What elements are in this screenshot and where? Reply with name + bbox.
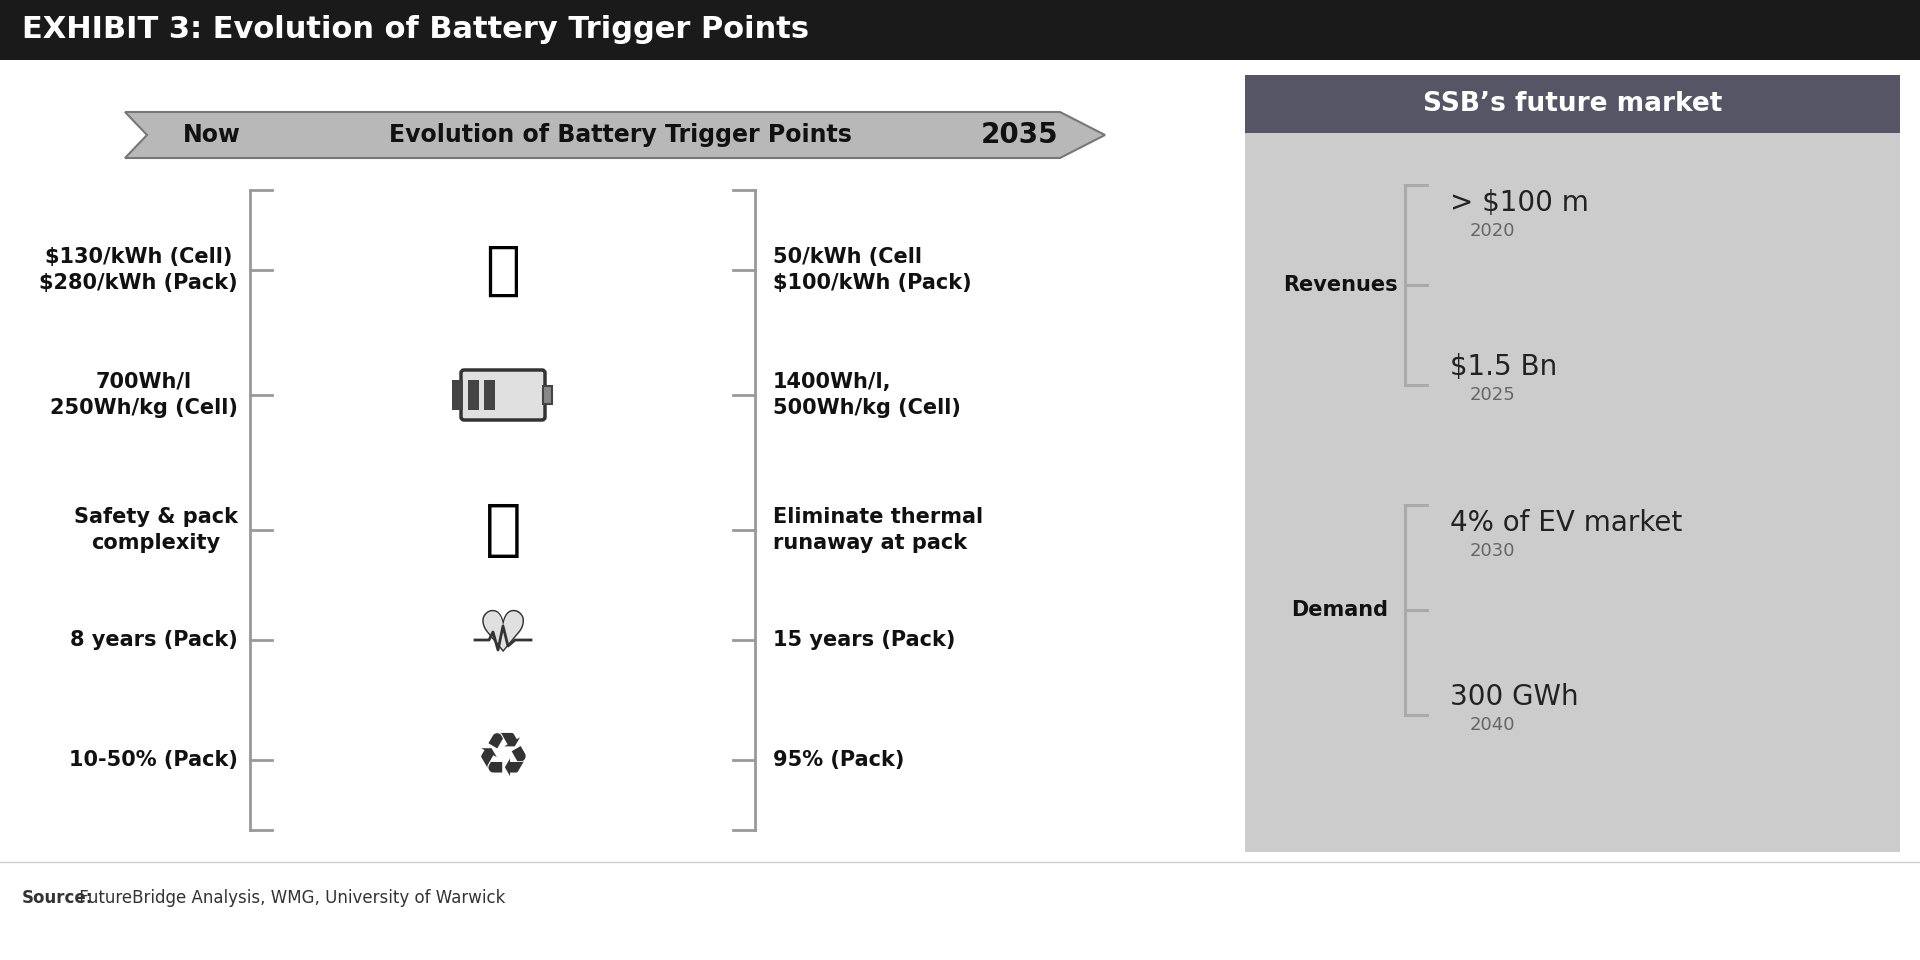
Text: 8 years (Pack): 8 years (Pack) [71, 630, 238, 650]
Bar [543, 386, 553, 404]
Bar [0, 0, 1920, 60]
Text: $130/kWh (Cell)
$280/kWh (Pack): $130/kWh (Cell) $280/kWh (Pack) [40, 247, 238, 293]
Text: 2025: 2025 [1471, 386, 1515, 404]
Bar [451, 380, 463, 410]
Text: Source:: Source: [21, 889, 94, 907]
Text: 4% of EV market: 4% of EV market [1450, 509, 1682, 537]
Text: 🔥: 🔥 [484, 500, 522, 560]
Bar [1244, 75, 1901, 133]
Text: 50/kWh (Cell
$100/kWh (Pack): 50/kWh (Cell $100/kWh (Pack) [774, 247, 972, 293]
Text: ♡: ♡ [476, 608, 530, 664]
Text: SSB’s future market: SSB’s future market [1423, 91, 1722, 117]
Text: 2035: 2035 [981, 121, 1058, 149]
Text: > $100 m: > $100 m [1450, 189, 1590, 217]
Text: 95% (Pack): 95% (Pack) [774, 750, 904, 770]
Text: 10-50% (Pack): 10-50% (Pack) [69, 750, 238, 770]
Text: FutureBridge Analysis, WMG, University of Warwick: FutureBridge Analysis, WMG, University o… [75, 889, 505, 907]
FancyBboxPatch shape [461, 370, 545, 420]
Text: Safety & pack
complexity: Safety & pack complexity [75, 507, 238, 553]
Text: Revenues: Revenues [1283, 275, 1398, 295]
Text: ♻: ♻ [476, 731, 530, 789]
Text: $1.5 Bn: $1.5 Bn [1450, 353, 1557, 381]
Text: 700Wh/l
250Wh/kg (Cell): 700Wh/l 250Wh/kg (Cell) [50, 372, 238, 419]
Text: Evolution of Battery Trigger Points: Evolution of Battery Trigger Points [388, 123, 851, 147]
Text: ♥: ♥ [476, 608, 530, 664]
Bar [484, 380, 495, 410]
Text: 💰: 💰 [486, 242, 520, 299]
Bar [1244, 75, 1901, 852]
Text: EXHIBIT 3: Evolution of Battery Trigger Points: EXHIBIT 3: Evolution of Battery Trigger … [21, 15, 808, 44]
Bar [468, 380, 478, 410]
Text: 300 GWh: 300 GWh [1450, 683, 1578, 711]
Text: Now: Now [182, 123, 240, 147]
Text: 15 years (Pack): 15 years (Pack) [774, 630, 956, 650]
Text: 2020: 2020 [1471, 222, 1515, 240]
Text: 1400Wh/l,
500Wh/kg (Cell): 1400Wh/l, 500Wh/kg (Cell) [774, 372, 960, 419]
Text: Eliminate thermal
runaway at pack: Eliminate thermal runaway at pack [774, 507, 983, 553]
Text: Demand: Demand [1292, 600, 1388, 620]
Text: 2030: 2030 [1471, 542, 1515, 560]
Text: 2040: 2040 [1471, 716, 1515, 734]
Polygon shape [125, 112, 1106, 158]
